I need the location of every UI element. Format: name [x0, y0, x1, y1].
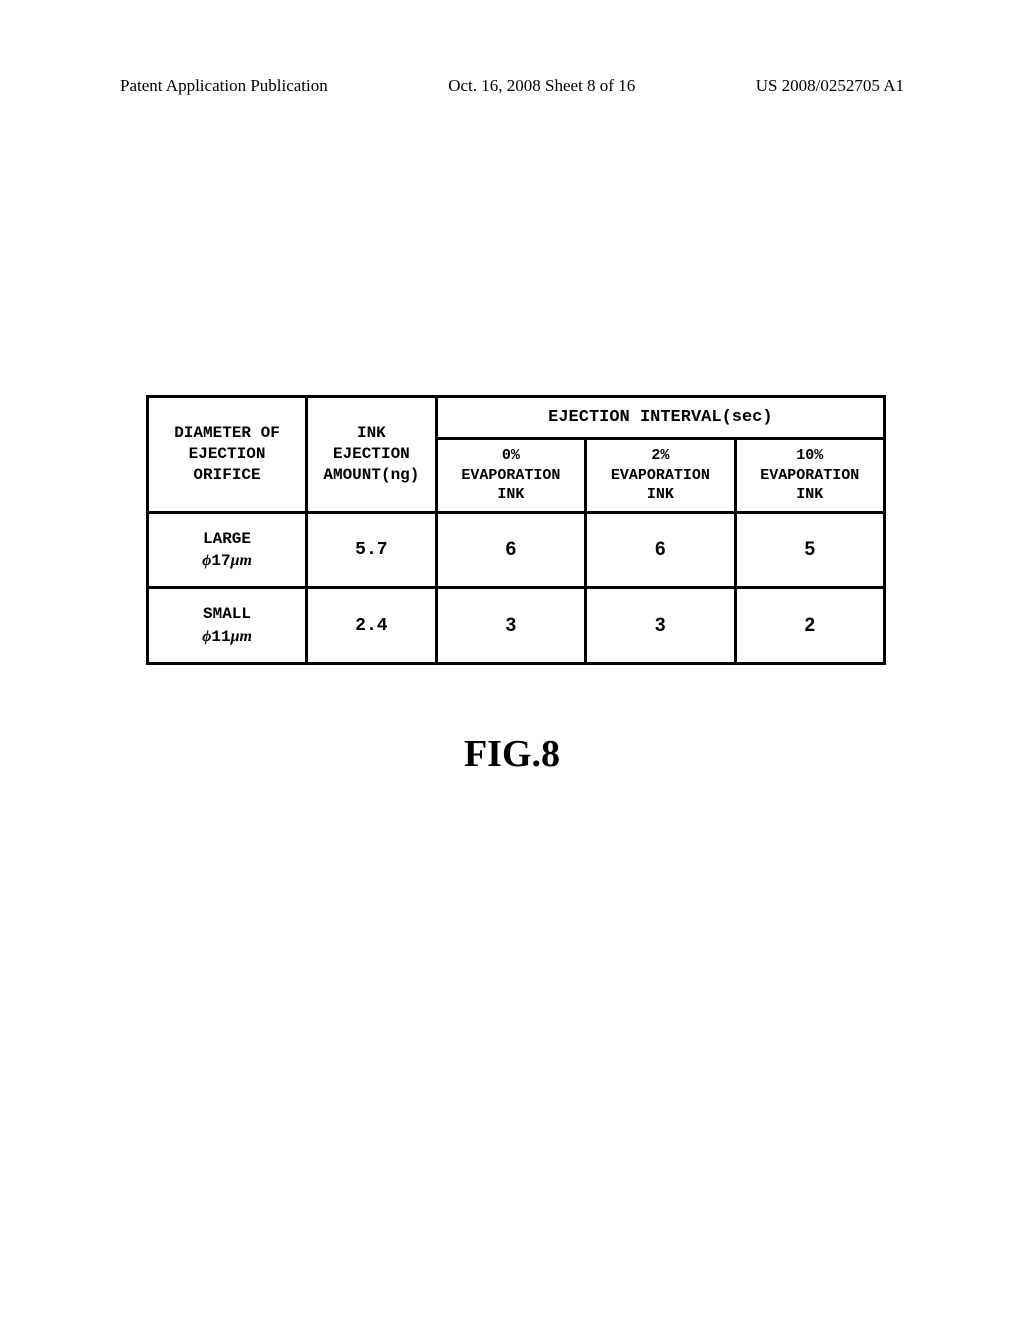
- data-table-container: DIAMETER OF EJECTION ORIFICE INK EJECTIO…: [146, 395, 886, 665]
- subheader-0pct: 0% EVAPORATION INK: [436, 439, 585, 513]
- col-header-diameter: DIAMETER OF EJECTION ORIFICE: [148, 397, 307, 513]
- cell-large-amount: 5.7: [307, 512, 437, 588]
- col-header-interval: EJECTION INTERVAL(sec): [436, 397, 884, 439]
- figure-caption: FIG.8: [0, 732, 1024, 776]
- cell-small-amount: 2.4: [307, 588, 437, 664]
- page-header: Patent Application Publication Oct. 16, …: [120, 76, 904, 96]
- cell-small-2pct: 3: [586, 588, 735, 664]
- table-row: LARGE ϕ17μm 5.7 6 6 5: [148, 512, 885, 588]
- cell-large-10pct: 5: [735, 512, 884, 588]
- subheader-10pct: 10% EVAPORATION INK: [735, 439, 884, 513]
- table-header-row: DIAMETER OF EJECTION ORIFICE INK EJECTIO…: [148, 397, 885, 439]
- row-label-large: LARGE ϕ17μm: [148, 512, 307, 588]
- header-publication: Patent Application Publication: [120, 76, 328, 96]
- cell-large-0pct: 6: [436, 512, 585, 588]
- subheader-2pct: 2% EVAPORATION INK: [586, 439, 735, 513]
- row-label-small: SMALL ϕ11μm: [148, 588, 307, 664]
- col-header-ink-amount: INK EJECTION AMOUNT(ng): [307, 397, 437, 513]
- cell-small-10pct: 2: [735, 588, 884, 664]
- ejection-data-table: DIAMETER OF EJECTION ORIFICE INK EJECTIO…: [146, 395, 886, 665]
- header-sheet-info: Oct. 16, 2008 Sheet 8 of 16: [448, 76, 635, 96]
- cell-small-0pct: 3: [436, 588, 585, 664]
- cell-large-2pct: 6: [586, 512, 735, 588]
- table-row: SMALL ϕ11μm 2.4 3 3 2: [148, 588, 885, 664]
- header-patent-number: US 2008/0252705 A1: [756, 76, 904, 96]
